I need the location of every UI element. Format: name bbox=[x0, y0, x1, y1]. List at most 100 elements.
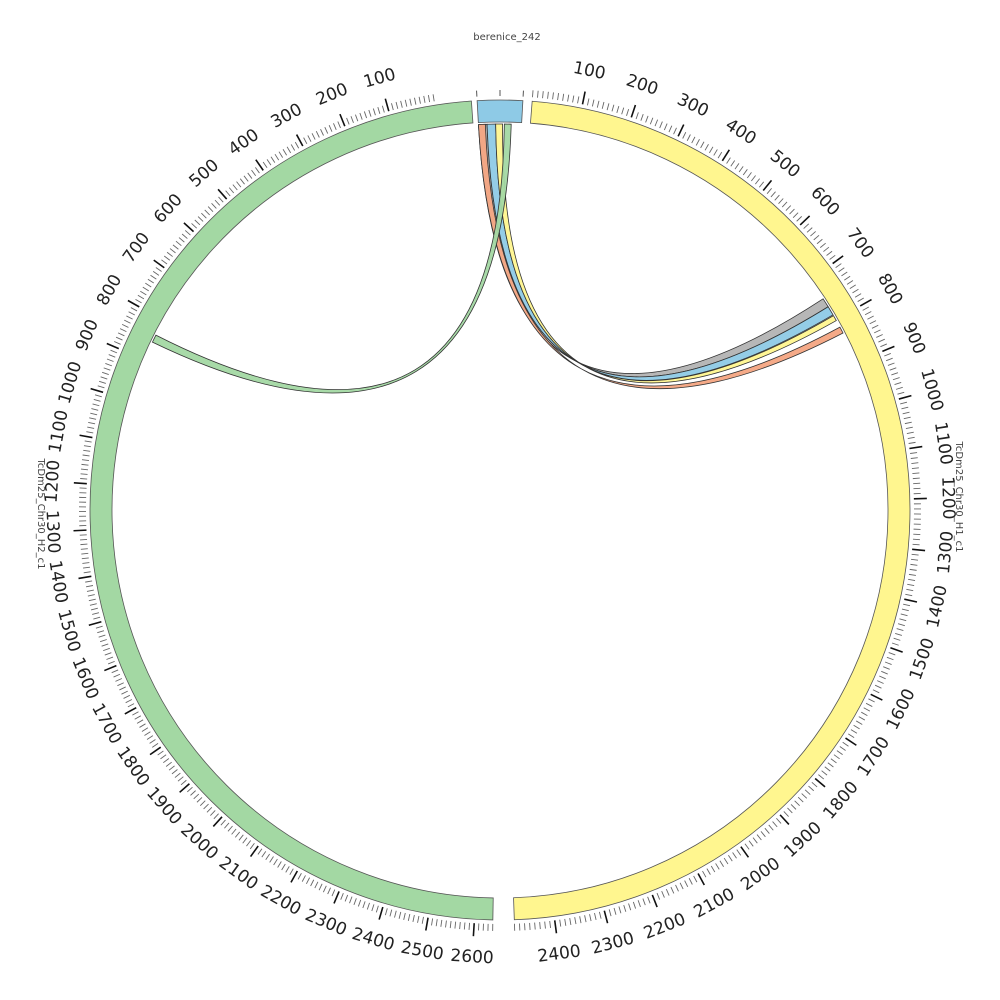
tick-minor-h2 bbox=[190, 790, 196, 796]
tick-minor-h2 bbox=[391, 103, 394, 111]
tick-minor-h2 bbox=[372, 108, 376, 116]
tick-major-h2 bbox=[212, 816, 223, 827]
tick-minor-h2 bbox=[169, 248, 176, 254]
tick-label-h1: 1300 bbox=[934, 530, 958, 575]
tick-minor-h1 bbox=[912, 472, 920, 475]
tick-major-h2 bbox=[339, 113, 346, 127]
tick-minor-h1 bbox=[682, 132, 687, 139]
tick-minor-h2 bbox=[81, 459, 90, 461]
tick-label-h1: 1200 bbox=[937, 476, 958, 520]
tick-minor-h2 bbox=[117, 682, 124, 687]
tick-minor-h1 bbox=[803, 223, 810, 229]
tick-minor-h1 bbox=[836, 750, 843, 756]
tick-minor-h1 bbox=[910, 452, 918, 454]
tick-minor-h1 bbox=[552, 92, 554, 100]
tick-label-h2: 1300 bbox=[41, 510, 63, 554]
tick-minor-h1 bbox=[637, 900, 641, 908]
tick-minor-h1 bbox=[574, 917, 577, 925]
tick-minor-h1 bbox=[865, 702, 873, 707]
tick-minor-h2 bbox=[101, 643, 109, 647]
tick-minor-h2 bbox=[445, 920, 447, 928]
tick-label-h2: 900 bbox=[72, 316, 103, 354]
tick-minor-h2 bbox=[363, 111, 368, 119]
tick-minor-h1 bbox=[686, 134, 691, 141]
tick-minor-h2 bbox=[340, 893, 344, 900]
tick-minor-h2 bbox=[81, 463, 89, 466]
tick-minor-h2 bbox=[197, 216, 204, 222]
tick-minor-h2 bbox=[359, 112, 363, 120]
tick-minor-h2 bbox=[84, 440, 92, 443]
segment-name-h2: TcDm25_Chr30_H2_c1 bbox=[35, 458, 46, 570]
tick-label-h2: 1800 bbox=[112, 743, 153, 790]
tick-minor-h1 bbox=[806, 227, 813, 233]
tick-minor-h1 bbox=[732, 852, 737, 859]
tick-minor-h2 bbox=[331, 889, 336, 897]
tick-minor-h1 bbox=[640, 113, 644, 121]
tick-label-h2: 100 bbox=[361, 64, 398, 92]
tick-minor-h2 bbox=[91, 408, 99, 411]
tick-major-h1 bbox=[904, 598, 918, 603]
tick-minor-h1 bbox=[663, 123, 668, 131]
tick-minor-h2 bbox=[111, 669, 119, 674]
tick-label-h2: 2300 bbox=[302, 905, 350, 940]
tick-minor-h2 bbox=[155, 267, 162, 272]
tick-minor-h1 bbox=[774, 194, 780, 201]
tick-minor-h2 bbox=[435, 919, 438, 927]
tick-label-h1: 1100 bbox=[930, 421, 956, 467]
tick-minor-h2 bbox=[130, 307, 138, 312]
tick-minor-h2 bbox=[228, 187, 235, 194]
tick-minor-h1 bbox=[849, 284, 856, 289]
tick-minor-h1 bbox=[797, 796, 804, 803]
tick-minor-h2 bbox=[93, 398, 101, 402]
tick-label-h2: 1700 bbox=[87, 700, 125, 748]
tick-minor-h2 bbox=[236, 181, 242, 188]
tick-minor-h2 bbox=[238, 834, 244, 841]
tick-label-h2: 700 bbox=[119, 229, 154, 267]
tick-minor-h2 bbox=[463, 922, 466, 930]
tick-minor-h1 bbox=[706, 868, 711, 875]
tick-minor-h2 bbox=[157, 750, 164, 756]
tick-label-h2: 1100 bbox=[45, 409, 72, 455]
tick-minor-h1 bbox=[675, 884, 679, 892]
tick-minor-h1 bbox=[867, 315, 874, 320]
tick-major-h2 bbox=[425, 917, 429, 931]
tick-minor-h1 bbox=[854, 293, 862, 298]
tick-minor-h2 bbox=[214, 199, 221, 206]
tick-minor-h2 bbox=[375, 905, 379, 913]
tick-minor-h1 bbox=[709, 146, 714, 154]
tick-minor-h1 bbox=[850, 729, 858, 734]
tick-minor-h2 bbox=[286, 146, 292, 154]
tick-minor-h1 bbox=[853, 724, 860, 730]
tick-minor-h1 bbox=[623, 904, 627, 912]
tick-minor-h1 bbox=[829, 254, 836, 260]
tick-label-h1: 2300 bbox=[589, 928, 636, 958]
tick-minor-h2 bbox=[417, 915, 420, 923]
tick-minor-h1 bbox=[764, 827, 770, 834]
tick-minor-h1 bbox=[719, 860, 724, 867]
tick-major-h2 bbox=[249, 845, 259, 858]
tick-minor-h2 bbox=[175, 240, 182, 247]
tick-major-h1 bbox=[832, 255, 844, 265]
tick-minor-h1 bbox=[656, 892, 661, 900]
tick-minor-h1 bbox=[912, 477, 920, 480]
tick-minor-h2 bbox=[427, 95, 431, 103]
tick-minor-h1 bbox=[909, 568, 917, 571]
tick-minor-h2 bbox=[168, 765, 175, 771]
tick-minor-h2 bbox=[140, 290, 147, 296]
tick-minor-h1 bbox=[830, 758, 837, 764]
tick-minor-h2 bbox=[119, 328, 127, 333]
tick-minor-h1 bbox=[713, 149, 718, 156]
tick-minor-h1 bbox=[756, 834, 762, 841]
tick-minor-h2 bbox=[113, 673, 121, 678]
tick-minor-h1 bbox=[673, 127, 677, 135]
tick-minor-h1 bbox=[903, 416, 911, 420]
tick-minor-h2 bbox=[103, 367, 111, 371]
tick-minor-h2 bbox=[94, 394, 102, 398]
tick-minor-h1 bbox=[679, 882, 684, 890]
tick-minor-h2 bbox=[262, 161, 268, 169]
tick-major-h1 bbox=[882, 345, 895, 353]
tick-minor-h2 bbox=[289, 868, 294, 875]
tick-minor-h2 bbox=[349, 896, 353, 904]
tick-minor-h1 bbox=[562, 93, 565, 101]
tick-minor-h1 bbox=[587, 98, 590, 106]
